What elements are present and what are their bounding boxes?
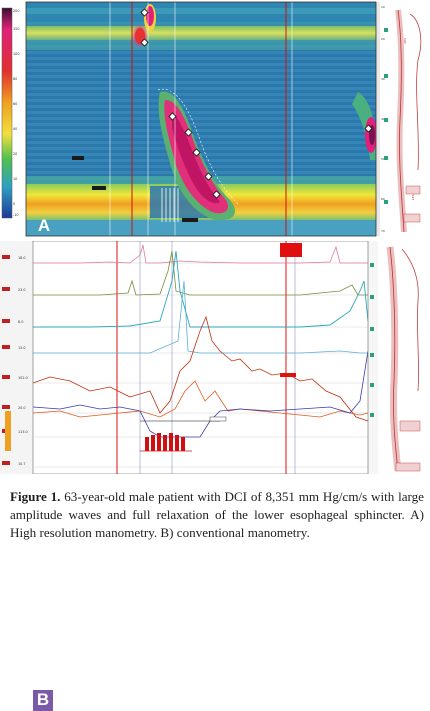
svg-text:18.0: 18.0	[18, 256, 26, 260]
svg-text:60: 60	[13, 102, 17, 106]
svg-text:60: 60	[381, 197, 385, 201]
conventional-manometry-panel: 18.0 23.0 8.0 13.0 102.0 20.0 115.0 10.7	[0, 241, 430, 711]
conventional-manometry-traces: 18.0 23.0 8.0 13.0 102.0 20.0 115.0 10.7	[0, 241, 430, 474]
svg-text:10: 10	[13, 177, 17, 181]
svg-text:100: 100	[13, 52, 19, 56]
svg-text:8.0: 8.0	[18, 320, 23, 324]
svg-text:20.0: 20.0	[18, 406, 26, 410]
svg-text:102.0: 102.0	[18, 376, 28, 380]
panel-a-label: A	[37, 216, 51, 235]
svg-text:10.7: 10.7	[18, 462, 26, 466]
panel-b-label: B	[33, 690, 53, 711]
svg-text:13.0: 13.0	[18, 346, 26, 350]
pressure-color-scale: 200 150 100 80 60 40 20 10 0 -10	[1, 7, 19, 219]
svg-text:30: 30	[381, 77, 385, 81]
svg-text:UES: UES	[403, 38, 407, 44]
esophagus-diagram-b	[378, 241, 430, 474]
svg-text:23.0: 23.0	[18, 288, 26, 292]
svg-text:0: 0	[13, 202, 15, 206]
depth-axis: 10 20 30 40 50 60 70	[380, 2, 392, 236]
figure-caption: Figure 1. 63-year-old male patient with …	[10, 488, 424, 542]
svg-text:10: 10	[381, 5, 385, 9]
hrm-pressure-topography: 200 150 100 80 60 40 20 10 0 -10	[0, 0, 430, 241]
svg-text:40: 40	[381, 117, 385, 121]
svg-text:200: 200	[13, 9, 19, 13]
svg-text:LES: LES	[411, 194, 415, 200]
svg-text:40: 40	[13, 127, 17, 131]
svg-text:115.0: 115.0	[18, 430, 28, 434]
svg-text:-10: -10	[13, 213, 19, 217]
svg-text:20: 20	[13, 152, 17, 156]
high-resolution-manometry-panel: 200 150 100 80 60 40 20 10 0 -10	[0, 0, 430, 241]
svg-text:50: 50	[381, 157, 385, 161]
esophagus-diagram: UES LES	[392, 2, 430, 236]
svg-text:20: 20	[381, 37, 385, 41]
svg-text:80: 80	[13, 77, 17, 81]
figure-caption-label: Figure 1.	[10, 489, 61, 504]
svg-text:70: 70	[381, 229, 385, 233]
figure-caption-text: 63-year-old male patient with DCI of 8,3…	[10, 489, 424, 540]
svg-text:150: 150	[13, 27, 19, 31]
